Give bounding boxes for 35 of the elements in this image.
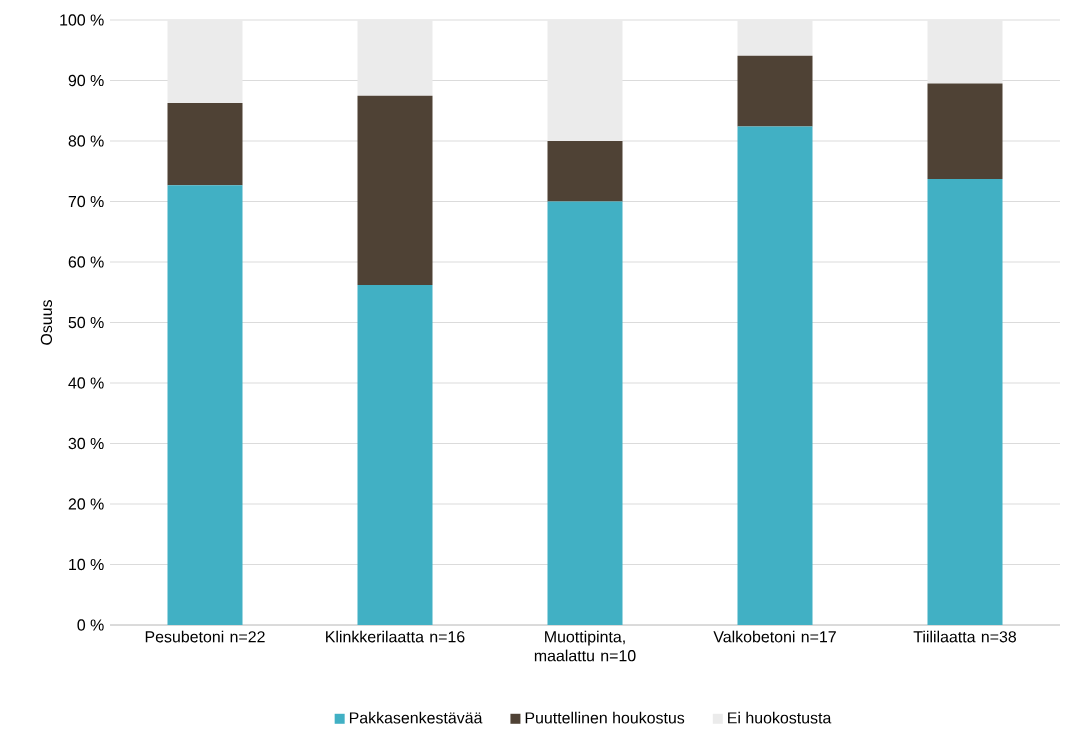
bar — [927, 179, 1003, 625]
x-tick-label: Pesubetoni n=22 — [145, 630, 265, 643]
y-tick-label: 100 % — [60, 14, 104, 26]
x-tick-label: Valkobetoni n=17 — [713, 630, 836, 643]
y-tick-label: 20 % — [68, 498, 104, 510]
bar — [357, 284, 433, 625]
legend-label: Ei huokostusta — [728, 711, 832, 724]
bar — [927, 20, 1003, 84]
legend-label: Puuttellinen houkostus — [525, 711, 685, 724]
legend-label: Pakkasenkestävää — [349, 711, 483, 724]
bar — [547, 201, 623, 625]
bar — [167, 102, 243, 186]
bar — [737, 55, 813, 127]
y-tick-label: 50 % — [68, 316, 104, 329]
bar — [357, 20, 433, 96]
y-tick-label: 10 % — [69, 558, 104, 571]
y-tick-label: 30 % — [68, 437, 104, 450]
y-tick-label: 0 % — [77, 619, 104, 631]
x-tick-label: Muottipinta, maalattu n=10 — [534, 630, 636, 662]
bar — [547, 141, 623, 202]
x-tick-label: Tiililaatta n=38 — [913, 630, 1017, 643]
bar — [167, 20, 243, 103]
y-tick-label: 40 % — [68, 377, 104, 389]
x-tick-label: Klinkkerilaatta n=16 — [326, 630, 465, 643]
bar — [167, 185, 243, 625]
y-tick-label: 70 % — [68, 195, 104, 208]
y-tick-label: 60 % — [68, 256, 104, 268]
bar — [357, 95, 433, 285]
bar — [737, 126, 813, 625]
bar — [737, 20, 813, 56]
y-axis-title: Osuus — [40, 300, 53, 345]
y-tick-label: 80 % — [68, 135, 104, 147]
bar — [927, 83, 1003, 180]
y-tick-label: 90 % — [68, 74, 104, 87]
bar — [547, 20, 623, 141]
